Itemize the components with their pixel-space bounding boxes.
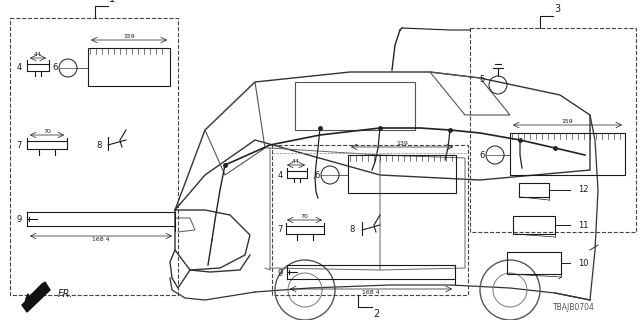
Text: 4: 4 [278, 171, 283, 180]
Text: 2: 2 [373, 309, 379, 319]
Bar [510, 133, 625, 175]
Text: 11: 11 [578, 220, 589, 229]
Text: 10: 10 [578, 259, 589, 268]
Text: 5: 5 [480, 76, 485, 84]
Text: 7: 7 [17, 140, 22, 149]
Text: 139: 139 [396, 141, 408, 146]
Bar [507, 252, 561, 274]
Bar [10, 18, 178, 295]
Bar [295, 82, 415, 130]
Text: 6: 6 [315, 171, 320, 180]
Polygon shape [22, 282, 50, 312]
Bar [519, 183, 549, 197]
Text: 7: 7 [278, 226, 283, 235]
Text: FR.: FR. [58, 289, 74, 299]
Text: 9: 9 [278, 268, 283, 277]
Text: 168 4: 168 4 [362, 290, 380, 295]
Text: 70: 70 [43, 129, 51, 134]
Text: 1: 1 [109, 0, 115, 4]
Text: TBAJB0704: TBAJB0704 [553, 303, 595, 312]
Text: 9: 9 [17, 215, 22, 225]
Bar [88, 48, 170, 86]
Text: 6: 6 [52, 63, 58, 73]
Text: 6: 6 [479, 150, 485, 159]
Bar [513, 216, 555, 234]
Bar [348, 155, 456, 193]
Text: 8: 8 [349, 226, 355, 235]
Text: 168 4: 168 4 [92, 237, 110, 242]
Text: 3: 3 [554, 4, 560, 14]
Text: 159: 159 [123, 34, 135, 39]
Text: 159: 159 [562, 119, 573, 124]
Text: 44: 44 [34, 52, 42, 57]
Text: 12: 12 [578, 186, 589, 195]
Text: 4: 4 [17, 63, 22, 73]
Text: 44: 44 [292, 159, 300, 164]
Bar [470, 28, 636, 232]
Text: 70: 70 [301, 214, 308, 219]
Text: 8: 8 [97, 140, 102, 149]
Bar [272, 145, 468, 295]
